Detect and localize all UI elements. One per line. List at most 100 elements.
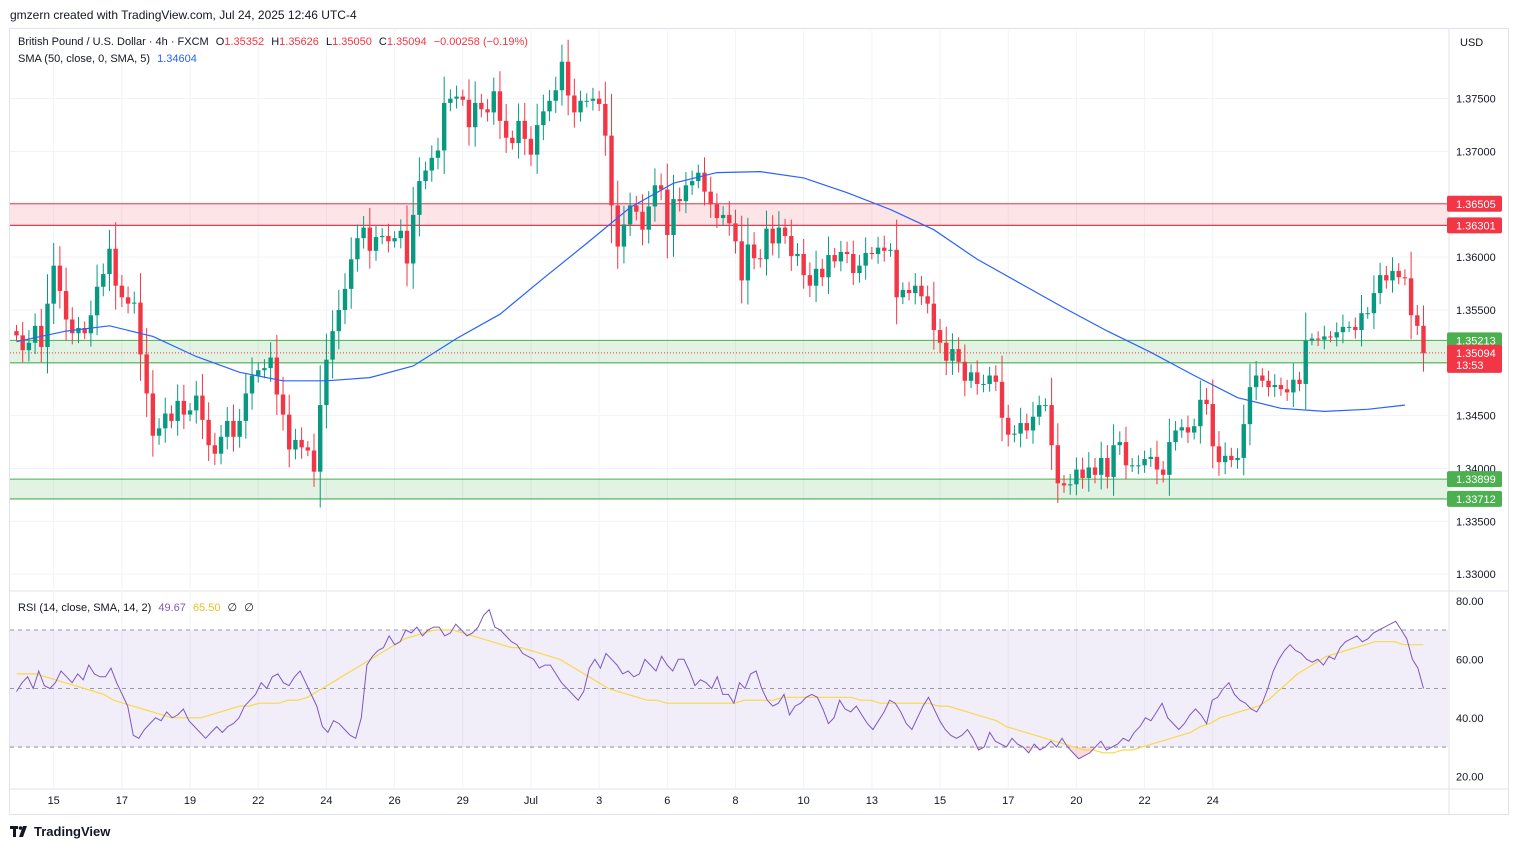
candle-body <box>138 302 143 355</box>
candle-body <box>720 214 726 219</box>
candle-body <box>181 400 187 415</box>
candle-body <box>534 125 540 155</box>
candle-body <box>63 290 69 320</box>
candle-body <box>1204 399 1209 405</box>
candle-body <box>305 447 311 451</box>
candle-body <box>1129 465 1135 467</box>
rsi-tick-label: 80.00 <box>1456 596 1484 608</box>
candle-body <box>981 383 986 385</box>
candle-body <box>256 370 261 376</box>
candle-body <box>968 372 974 381</box>
rsi-extra-2: ∅ <box>244 602 254 614</box>
candle-body <box>782 227 788 237</box>
low-value: 1.35050 <box>332 36 372 48</box>
candle-body <box>32 325 38 343</box>
candle-body <box>1278 385 1284 390</box>
candle-body <box>975 372 980 384</box>
candle-body <box>355 238 360 260</box>
time-tick-label: 26 <box>388 795 400 807</box>
candle-body <box>565 61 571 96</box>
sma-label: SMA (50, close, 0, SMA, 5) <box>18 53 151 65</box>
candle-body <box>51 265 56 304</box>
currency-label[interactable]: USD <box>1460 37 1484 49</box>
candle-body <box>795 254 800 257</box>
rsi-oversold-fill <box>1034 747 1040 750</box>
candle-body <box>882 247 887 251</box>
candle-body <box>528 138 534 155</box>
candle-body <box>1235 457 1240 461</box>
candle-body <box>751 244 757 259</box>
candle-body <box>404 230 410 264</box>
candle-body <box>1185 427 1191 433</box>
candle-body <box>553 90 558 101</box>
change-value: −0.00258 (−0.19%) <box>433 36 528 48</box>
candle-body <box>349 259 354 289</box>
candle-body <box>485 109 490 113</box>
candle-body <box>677 199 682 202</box>
price-axis-badge <box>1447 195 1502 212</box>
candle-body <box>293 439 298 450</box>
candle-body <box>1266 380 1271 388</box>
candle-body <box>1353 326 1358 331</box>
candle-body <box>1222 455 1228 463</box>
rsi-extra-1: ∅ <box>227 602 238 614</box>
candle-body <box>1086 467 1091 478</box>
candle-body <box>1043 405 1048 407</box>
price-axis-badge-text: 1.33712 <box>1456 494 1496 506</box>
candle-body <box>1241 424 1246 458</box>
candle-body <box>1315 338 1321 340</box>
price-tick-label: 1.35500 <box>1456 305 1496 317</box>
sma-value: 1.34604 <box>157 53 197 65</box>
candle-body <box>1253 375 1259 388</box>
candle-body <box>274 357 280 395</box>
candle-body <box>615 205 620 247</box>
candle-body <box>547 100 552 112</box>
candle-body <box>231 420 236 437</box>
candle-body <box>634 205 639 212</box>
price-axis-badge-text: 1.36505 <box>1456 199 1496 211</box>
candle-body <box>609 135 614 206</box>
candle-body <box>702 172 707 192</box>
candle-body <box>318 405 323 472</box>
candle-body <box>863 252 868 266</box>
close-label: C <box>378 36 387 48</box>
zone-green <box>10 479 1448 499</box>
candle-body <box>1105 457 1110 477</box>
candle-body <box>163 413 168 429</box>
candle-body <box>1092 467 1098 475</box>
candle-body <box>1377 275 1383 294</box>
candle-body <box>714 204 720 219</box>
candle-body <box>826 255 831 278</box>
candle-body <box>20 335 25 351</box>
candle-body <box>57 265 63 291</box>
time-tick-label: 17 <box>116 795 128 807</box>
candle-body <box>1340 326 1346 333</box>
time-tick-label: 29 <box>457 795 469 807</box>
candle-body <box>820 268 825 278</box>
candle-body <box>330 331 335 360</box>
candle-body <box>1415 315 1420 326</box>
candle-body <box>838 251 844 262</box>
candle-body <box>1037 405 1042 417</box>
candle-body <box>94 286 100 316</box>
candle-body <box>386 236 391 242</box>
time-tick-label: 19 <box>184 795 196 807</box>
rsi-legend[interactable]: RSI (14, close, SMA, 14, 2) 49.67 65.50 … <box>18 601 254 614</box>
symbol-title[interactable]: British Pound / U.S. Dollar · 4h · FXCM <box>18 36 209 48</box>
candle-body <box>1080 469 1085 478</box>
candle-body <box>70 319 75 334</box>
candle-body <box>45 303 50 347</box>
candle-body <box>1068 484 1073 486</box>
price-axis-badge-text: 1.33899 <box>1456 474 1496 486</box>
price-legend: British Pound / U.S. Dollar · 4h · FXCM … <box>18 36 528 48</box>
candle-body <box>1111 445 1116 477</box>
candle-body <box>869 252 875 254</box>
candle-body <box>367 227 372 251</box>
sma-legend[interactable]: SMA (50, close, 0, SMA, 5) 1.34604 <box>18 53 197 65</box>
candle-body <box>1123 442 1129 466</box>
candle-body <box>429 157 434 171</box>
zone-green <box>10 340 1448 363</box>
candle-body <box>1272 385 1277 388</box>
candle-body <box>758 258 763 260</box>
